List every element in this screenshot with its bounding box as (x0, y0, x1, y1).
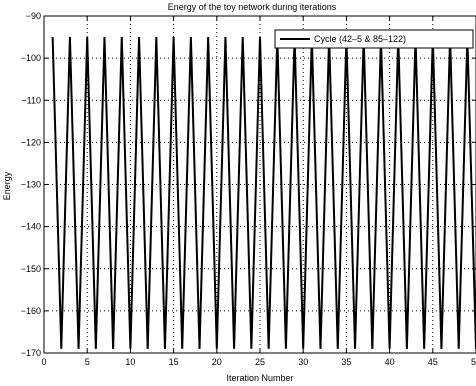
x-tick-label: 45 (428, 357, 438, 367)
x-tick-label: 25 (255, 357, 265, 367)
legend: Cycle (42–5 & 85–122) (274, 29, 474, 49)
y-tick-label: −160 (21, 306, 41, 316)
y-tick-label: −100 (21, 53, 41, 63)
x-tick-label: 30 (298, 357, 308, 367)
x-tick-label: 20 (212, 357, 222, 367)
legend-label: Cycle (42–5 & 85–122) (314, 34, 406, 44)
x-tick-label: 15 (169, 357, 179, 367)
y-tick-label: −150 (21, 264, 41, 274)
tick-layer: 0 5 10 15 20 25 30 35 40 45 50 −170 −160 −150 −140 −130… (21, 11, 476, 367)
x-tick-label: 50 (471, 357, 476, 367)
y-tick-label: −130 (21, 180, 41, 190)
x-axis-title: Iteration Number (226, 373, 293, 383)
y-tick-label: −170 (21, 348, 41, 358)
chart-title: Energy of the toy network during iterati… (168, 2, 337, 12)
x-tick-label: 5 (85, 357, 90, 367)
y-tick-label: −90 (26, 11, 41, 21)
x-tick-label: 35 (341, 357, 351, 367)
x-tick-label: 10 (125, 357, 135, 367)
y-tick-label: −120 (21, 137, 41, 147)
x-tick-label: 0 (41, 357, 46, 367)
y-tick-label: −110 (21, 95, 41, 105)
series-layer (51, 37, 476, 349)
x-tick-label: 40 (385, 357, 395, 367)
legend-box (274, 29, 474, 49)
y-tick-label: −140 (21, 222, 41, 232)
y-axis-title: Energy (2, 171, 12, 200)
series-line (51, 37, 476, 349)
